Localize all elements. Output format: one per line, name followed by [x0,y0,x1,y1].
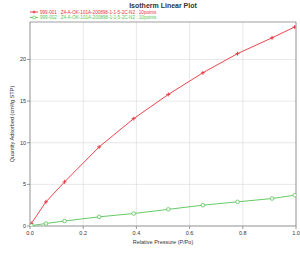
tick [27,101,30,102]
marker [132,212,136,216]
grid-line [30,101,296,102]
marker [270,36,274,40]
tick-label: 0.2 [79,230,87,236]
marker [166,92,170,96]
x-axis-label: Relative Pressure (P/Po) [133,239,194,245]
tick [242,226,243,229]
tick [27,226,30,227]
legend-swatch [33,11,36,14]
marker [270,197,274,201]
grid-line [83,22,84,226]
marker [167,208,171,212]
marker [63,219,67,223]
grid-line [136,22,137,226]
marker [235,52,239,56]
tick [27,59,30,60]
tick-label: 0.6 [186,230,194,236]
marker [293,193,296,197]
tick [136,226,137,229]
marker [201,203,205,207]
plot-area [30,25,296,226]
grid-line [189,22,190,226]
marker [132,117,136,121]
tick-label: 10 [20,140,26,146]
grid-line [30,142,296,143]
legend-label: 999-002 : Z4-A-OK-101A-200898-1-1-5-2C-N… [40,15,157,20]
marker [293,25,296,29]
legend-swatch [33,16,36,19]
grid-line [30,59,296,60]
legend-swatch [30,17,38,18]
marker [97,145,101,149]
tick-label: 0.8 [239,230,247,236]
y-axis-label: Quantity Adsorbed (cm³/g STP) [9,86,15,163]
marker [236,200,240,204]
marker [30,224,33,226]
marker [63,180,67,184]
series-line [31,195,294,225]
marker [201,71,205,75]
plot-frame [30,22,296,226]
tick-label: 1.0 [292,230,300,236]
marker [44,200,48,204]
series-line [31,27,294,224]
tick [189,226,190,229]
marker [44,222,48,226]
tick-label: 20 [20,56,26,62]
legend-swatch [30,12,38,13]
tick-label: 5 [23,181,26,187]
tick-label: 0.0 [26,230,34,236]
tick [83,226,84,229]
tick-label: 0 [23,223,26,229]
marker [97,215,101,219]
grid-line [30,184,296,185]
tick [296,226,297,229]
tick [27,184,30,185]
chart: Isotherm Linear Plot 0.0 0.2 0.4 0.6 0.8 1.0 0 5… [0,0,300,254]
tick-label: 0.4 [133,230,141,236]
title: Isotherm Linear Plot [129,2,197,9]
tick [27,142,30,143]
tick [30,226,31,229]
grid-line [242,22,243,226]
tick-label: 15 [20,98,26,104]
legend-label: 999-001 : Z4-A-OK-101A-200898-1-1-5-2C-N… [40,10,157,15]
